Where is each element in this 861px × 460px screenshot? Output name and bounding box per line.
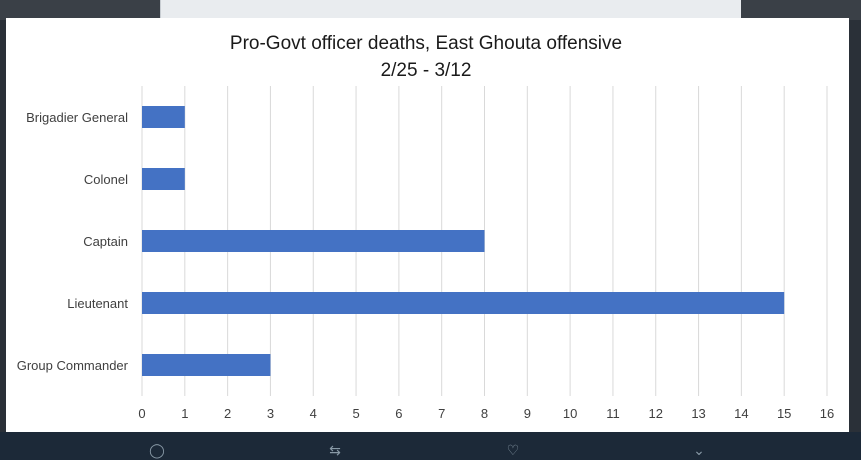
x-tick-label: 8 [481,406,488,421]
x-tick-label: 14 [734,406,748,421]
x-tick-label: 2 [224,406,231,421]
tweet-action-bar: ◯ ⇆ ♡ ⌄ [0,432,861,460]
chart-subtitle: 2/25 - 3/12 [381,60,472,81]
bars [142,106,785,376]
bar-lieutenant [142,292,785,314]
like-icon[interactable]: ♡ [506,443,520,459]
x-tick-label: 13 [691,406,705,421]
bar-brigadier-general [142,106,185,128]
reply-icon[interactable]: ◯ [149,443,165,459]
chart-title: Pro-Govt officer deaths, East Ghouta off… [230,33,622,54]
x-tick-label: 7 [438,406,445,421]
category-label: Group Commander [17,358,129,373]
chart-card: Pro-Govt officer deaths, East Ghouta off… [6,18,849,432]
share-icon[interactable]: ⌄ [693,443,705,459]
x-tick-label: 5 [352,406,359,421]
x-tick-label: 16 [820,406,834,421]
x-tick-label: 1 [181,406,188,421]
x-tick-label: 0 [138,406,145,421]
x-tick-label: 12 [649,406,663,421]
category-label: Colonel [84,172,128,187]
x-tick-label: 10 [563,406,577,421]
bar-captain [142,230,485,252]
category-label: Brigadier General [26,110,128,125]
retweet-icon[interactable]: ⇆ [329,443,341,459]
bar-colonel [142,168,185,190]
category-labels: Brigadier General Colonel Captain Lieutenan… [17,110,129,373]
x-tick-label: 4 [310,406,317,421]
x-tick-label: 11 [606,406,620,421]
category-label: Lieutenant [67,296,128,311]
bar-group-commander [142,354,271,376]
bar-chart: Pro-Govt officer deaths, East Ghouta off… [17,33,835,421]
category-label: Captain [83,234,128,249]
tweet-text-fragment [160,0,741,18]
x-tick-label: 3 [267,406,274,421]
x-tick-label: 6 [395,406,402,421]
x-tick-labels: 0 1 2 3 4 5 6 7 8 9 10 11 12 13 14 15 16 [138,406,834,421]
x-tick-label: 15 [777,406,791,421]
x-tick-label: 9 [524,406,531,421]
